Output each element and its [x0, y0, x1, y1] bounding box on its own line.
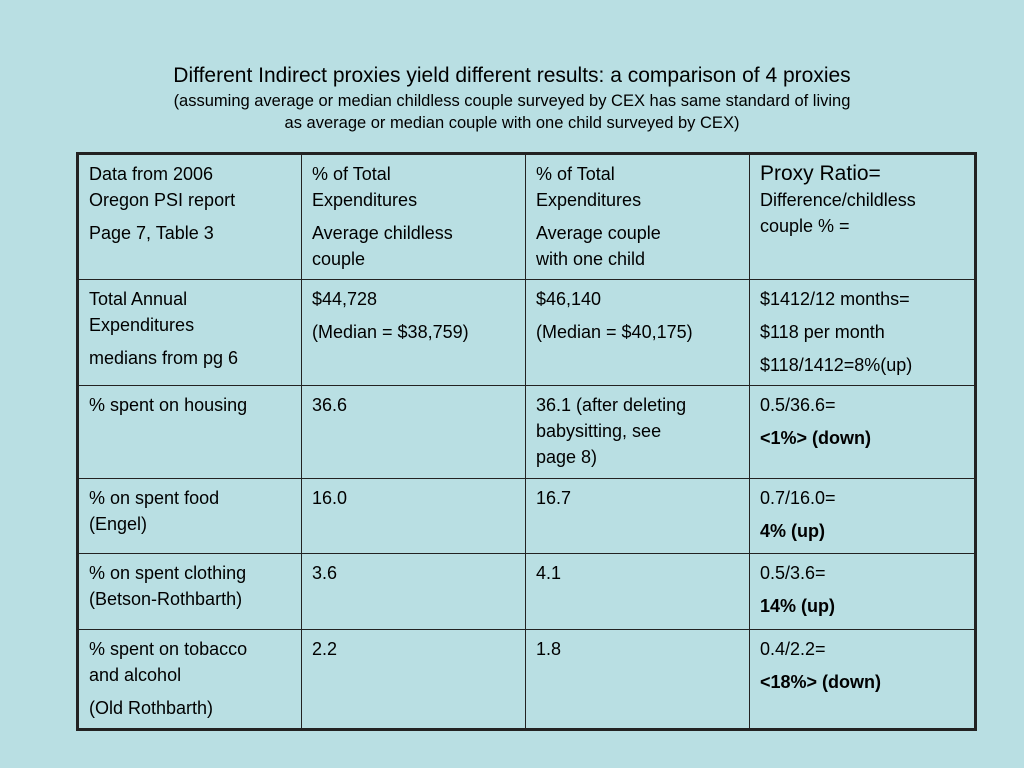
table-cell: % spent on tobacco and alcohol (Old Roth…: [77, 629, 302, 730]
header-childless-line: Expenditures: [312, 190, 418, 210]
cell-line: $1412/12 months=: [760, 289, 910, 309]
header-proxy-line: Difference/childless: [760, 190, 916, 210]
header-one-child-line: % of Total: [536, 164, 615, 184]
cell-line: medians from pg 6: [89, 348, 239, 368]
header-childless-line: Average childless: [312, 223, 453, 243]
cell-line: Total Annual: [89, 289, 188, 309]
table-cell: 3.6: [301, 553, 526, 630]
cell-line: babysitting, see: [536, 421, 662, 441]
cell-line: 4.1: [536, 563, 562, 583]
cell-line: (Median = $40,175): [536, 322, 693, 342]
table-cell: 16.0: [301, 478, 526, 554]
table-row: % spent on tobacco and alcohol (Old Roth…: [77, 629, 976, 730]
table-row: % spent on housing 36.6 36.1 (after dele…: [77, 385, 976, 479]
table-header-row: Data from 2006 Oregon PSI report Page 7,…: [77, 153, 976, 280]
cell-line: 0.5/3.6=: [760, 563, 826, 583]
cell-line: % spent on tobacco: [89, 639, 248, 659]
cell-line: <1%> (down): [760, 428, 872, 448]
cell-line: 4% (up): [760, 521, 825, 541]
table-cell: % spent on housing: [77, 385, 302, 479]
table-cell: 0.4/2.2= <18%> (down): [749, 629, 976, 730]
table-cell: Total Annual Expenditures medians from p…: [77, 279, 302, 386]
header-one-child-line: Expenditures: [536, 190, 642, 210]
table-cell: $1412/12 months= $118 per month $118/141…: [749, 279, 976, 386]
cell-line: 1.8: [536, 639, 562, 659]
cell-line: 0.4/2.2=: [760, 639, 826, 659]
header-one-child-line: Average couple: [536, 223, 661, 243]
cell-line: (Median = $38,759): [312, 322, 469, 342]
table-row: % on spent clothing (Betson-Rothbarth) 3…: [77, 553, 976, 630]
slide-title-block: Different Indirect proxies yield differe…: [0, 62, 1024, 134]
cell-line: (Betson-Rothbarth): [89, 589, 243, 609]
table-cell: 0.5/3.6= 14% (up): [749, 553, 976, 630]
cell-line: 2.2: [312, 639, 338, 659]
cell-line: 14% (up): [760, 596, 836, 616]
header-cell-source: Data from 2006 Oregon PSI report Page 7,…: [77, 153, 302, 280]
header-childless-line: couple: [312, 249, 366, 269]
cell-line: 0.5/36.6=: [760, 395, 836, 415]
cell-line: 0.7/16.0=: [760, 488, 836, 508]
header-cell-one-child: % of Total Expenditures Average couple w…: [525, 153, 750, 280]
cell-line: and alcohol: [89, 665, 182, 685]
table-cell: 36.1 (after deleting babysitting, see pa…: [525, 385, 750, 479]
table-cell: 2.2: [301, 629, 526, 730]
table-cell: % on spent food (Engel): [77, 478, 302, 554]
table-cell: 16.7: [525, 478, 750, 554]
cell-line: page 8): [536, 447, 598, 467]
header-source-line: Page 7, Table 3: [89, 223, 214, 243]
cell-line: (Engel): [89, 514, 148, 534]
header-childless-line: % of Total: [312, 164, 391, 184]
cell-line: % on spent food: [89, 488, 220, 508]
cell-line: % on spent clothing: [89, 563, 247, 583]
table-row: Total Annual Expenditures medians from p…: [77, 279, 976, 386]
header-cell-proxy-ratio: Proxy Ratio= Difference/childless couple…: [749, 153, 976, 280]
table-cell: 0.5/36.6= <1%> (down): [749, 385, 976, 479]
header-source-line: Data from 2006: [89, 164, 214, 184]
cell-line: $118 per month: [760, 322, 885, 342]
cell-line: $46,140: [536, 289, 602, 309]
cell-line: Expenditures: [89, 315, 195, 335]
cell-line: 16.7: [536, 488, 572, 508]
cell-line: 36.1 (after deleting: [536, 395, 687, 415]
cell-line: 16.0: [312, 488, 348, 508]
table-cell: $46,140 (Median = $40,175): [525, 279, 750, 386]
slide-subtitle-line-1: (assuming average or median childless co…: [173, 92, 851, 110]
header-proxy-line: Proxy Ratio=: [760, 162, 881, 185]
cell-line: 3.6: [312, 563, 338, 583]
cell-line: 36.6: [312, 395, 348, 415]
header-cell-childless: % of Total Expenditures Average childles…: [301, 153, 526, 280]
slide-title: Different Indirect proxies yield differe…: [173, 64, 851, 87]
cell-line: <18%> (down): [760, 672, 882, 692]
cell-line: (Old Rothbarth): [89, 698, 214, 718]
table-cell: % on spent clothing (Betson-Rothbarth): [77, 553, 302, 630]
cell-line: $118/1412=8%(up): [760, 355, 913, 375]
header-one-child-line: with one child: [536, 249, 646, 269]
header-proxy-line: couple % =: [760, 216, 850, 236]
table-cell: 0.7/16.0= 4% (up): [749, 478, 976, 554]
cell-line: $44,728: [312, 289, 378, 309]
comparison-table: Data from 2006 Oregon PSI report Page 7,…: [76, 152, 977, 731]
table-row: % on spent food (Engel) 16.0 16.7 0.7/16…: [77, 478, 976, 554]
header-source-line: Oregon PSI report: [89, 190, 236, 210]
table-cell: 36.6: [301, 385, 526, 479]
cell-line: % spent on housing: [89, 395, 248, 415]
table-cell: 4.1: [525, 553, 750, 630]
slide-subtitle-line-2: as average or median couple with one chi…: [284, 114, 740, 132]
table-cell: $44,728 (Median = $38,759): [301, 279, 526, 386]
table-cell: 1.8: [525, 629, 750, 730]
